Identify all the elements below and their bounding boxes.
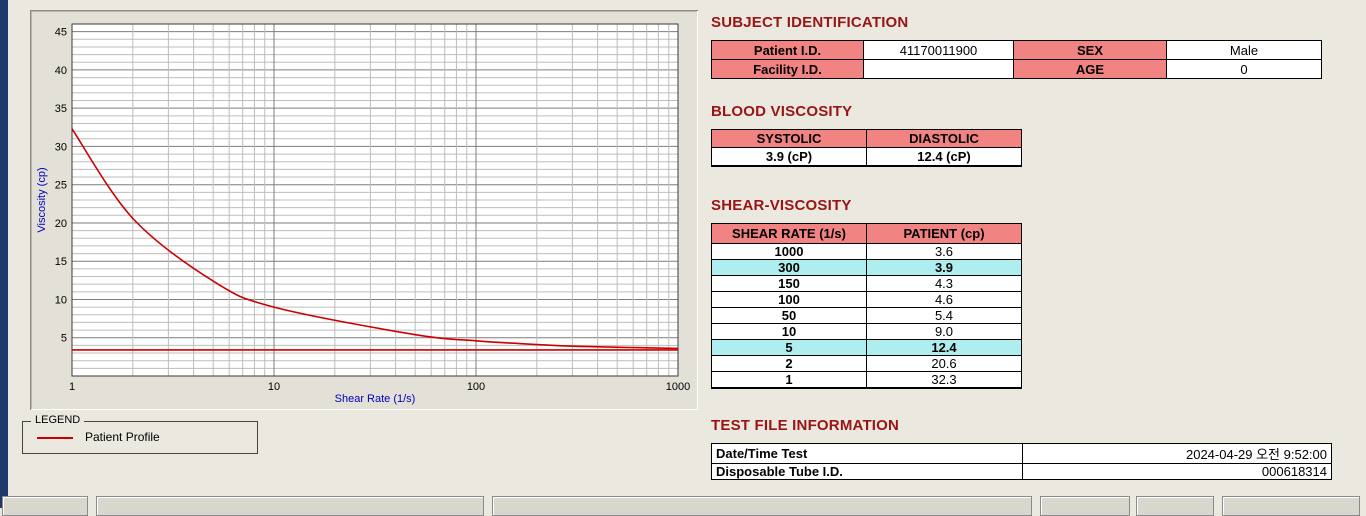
test-file-information-title: TEST FILE INFORMATION [711,416,900,434]
subject-identification-table: Patient I.D. 41170011900 SEX Male Facili… [711,40,1322,79]
diastolic-header: DIASTOLIC [866,129,1022,148]
patient-viscosity-cell: 4.6 [866,290,1022,308]
shear-viscosity-row: 1 32.3 [711,370,1022,388]
svg-text:5: 5 [61,333,67,345]
blood-viscosity-table: SYSTOLIC DIASTOLIC 3.9 (cP) 12.4 (cP) [711,129,1022,167]
patient-id-value: 41170011900 [863,40,1014,60]
patient-cp-header: PATIENT (cp) [866,222,1022,244]
bottom-toolbar-button-5[interactable] [1136,496,1214,516]
svg-text:30: 30 [55,141,67,153]
table-row: Date/Time Test 2024-04-29 오전 9:52:00 [711,442,1332,464]
svg-text:100: 100 [467,381,485,393]
test-file-information-table: Date/Time Test 2024-04-29 오전 9:52:00 Dis… [711,442,1332,480]
window-left-edge [0,0,8,508]
shear-rate-cell: 5 [711,338,867,356]
shear-viscosity-row: 10 9.0 [711,322,1022,340]
disposable-tube-id-label: Disposable Tube I.D. [711,462,1023,480]
table-row: 3.9 (cP) 12.4 (cP) [711,147,1022,166]
patient-viscosity-cell: 4.3 [866,274,1022,292]
bottom-toolbar-button-2[interactable] [96,496,484,516]
shear-rate-cell: 10 [711,322,867,340]
table-row: Patient I.D. 41170011900 SEX Male [711,40,1322,60]
shear-rate-cell: 50 [711,306,867,324]
chart-legend: LEGEND Patient Profile [22,414,258,454]
shear-rate-cell: 2 [711,354,867,372]
legend-title: LEGEND [31,414,85,426]
shear-rate-cell: 100 [711,290,867,308]
svg-text:15: 15 [55,256,67,268]
patient-viscosity-cell: 12.4 [866,338,1022,356]
bottom-toolbar-button-1[interactable] [2,496,88,516]
svg-text:Viscosity (cp): Viscosity (cp) [36,167,48,232]
viscosity-chart-panel: 5 10 15 20 25 30 35 40 45 1 10 100 1000 Shear Rate (1… [30,10,698,410]
patient-viscosity-cell: 3.6 [866,242,1022,260]
patient-viscosity-cell: 9.0 [866,322,1022,340]
patient-viscosity-cell: 20.6 [866,354,1022,372]
svg-text:1000: 1000 [666,381,690,393]
sex-label: SEX [1013,40,1167,60]
shear-viscosity-title: SHEAR-VISCOSITY [711,196,852,214]
svg-text:20: 20 [55,218,67,230]
shear-viscosity-row: 100 4.6 [711,290,1022,308]
patient-profile-line-swatch [37,437,73,439]
patient-viscosity-cell: 3.9 [866,258,1022,276]
legend-series-label: Patient Profile [85,430,160,444]
svg-text:35: 35 [55,103,67,115]
shear-viscosity-row: 50 5.4 [711,306,1022,324]
shear-viscosity-row: 150 4.3 [711,274,1022,292]
svg-text:10: 10 [268,381,280,393]
svg-text:Shear Rate (1/s): Shear Rate (1/s) [335,393,416,405]
shear-viscosity-row: 300 3.9 [711,258,1022,276]
patient-id-label: Patient I.D. [711,40,864,60]
table-row: SYSTOLIC DIASTOLIC [711,129,1022,148]
bottom-toolbar-button-4[interactable] [1040,496,1130,516]
shear-viscosity-row: 1000 3.6 [711,242,1022,260]
shear-table-body: 1000 3.6 300 3.9 150 4.3 100 4.6 50 5.4 10 9.0 5 12.4… [711,242,1022,388]
patient-viscosity-cell: 32.3 [866,370,1022,388]
svg-text:45: 45 [55,27,67,39]
bottom-toolbar-button-3[interactable] [492,496,1032,516]
subject-identification-title: SUBJECT IDENTIFICATION [711,14,909,31]
svg-text:25: 25 [55,180,67,192]
results-panel: SUBJECT IDENTIFICATION Patient I.D. 4117… [711,14,1333,480]
systolic-value: 3.9 (cP) [711,147,867,166]
svg-text:10: 10 [55,294,67,306]
viscosity-chart: 5 10 15 20 25 30 35 40 45 1 10 100 1000 Shear Rate (1… [36,23,690,405]
table-row: Facility I.D. AGE 0 [711,59,1322,79]
shear-rate-header: SHEAR RATE (1/s) [711,222,867,244]
table-row: Disposable Tube I.D. 000618314 [711,462,1332,480]
patient-viscosity-cell: 5.4 [866,306,1022,324]
shear-rate-cell: 300 [711,258,867,276]
shear-viscosity-row: 5 12.4 [711,338,1022,356]
shear-rate-cell: 150 [711,274,867,292]
age-label: AGE [1013,59,1167,79]
shear-rate-cell: 1000 [711,242,867,260]
diastolic-value: 12.4 (cP) [866,147,1022,166]
svg-text:40: 40 [55,65,67,77]
shear-rate-cell: 1 [711,370,867,388]
table-row: SHEAR RATE (1/s) PATIENT (cp) [711,222,1022,244]
svg-text:1: 1 [69,381,75,393]
shear-viscosity-table: SHEAR RATE (1/s) PATIENT (cp) 1000 3.6 300… [711,222,1022,389]
shear-viscosity-row: 2 20.6 [711,354,1022,372]
age-value: 0 [1166,59,1322,79]
facility-id-value [863,59,1014,79]
date-time-test-value: 2024-04-29 오전 9:52:00 [1022,442,1332,464]
blood-viscosity-title: BLOOD VISCOSITY [711,103,853,120]
sex-value: Male [1166,40,1322,60]
date-time-test-label: Date/Time Test [711,442,1023,464]
facility-id-label: Facility I.D. [711,59,864,79]
bottom-toolbar-button-6[interactable] [1222,496,1360,516]
systolic-header: SYSTOLIC [711,129,867,148]
disposable-tube-id-value: 000618314 [1022,462,1332,480]
